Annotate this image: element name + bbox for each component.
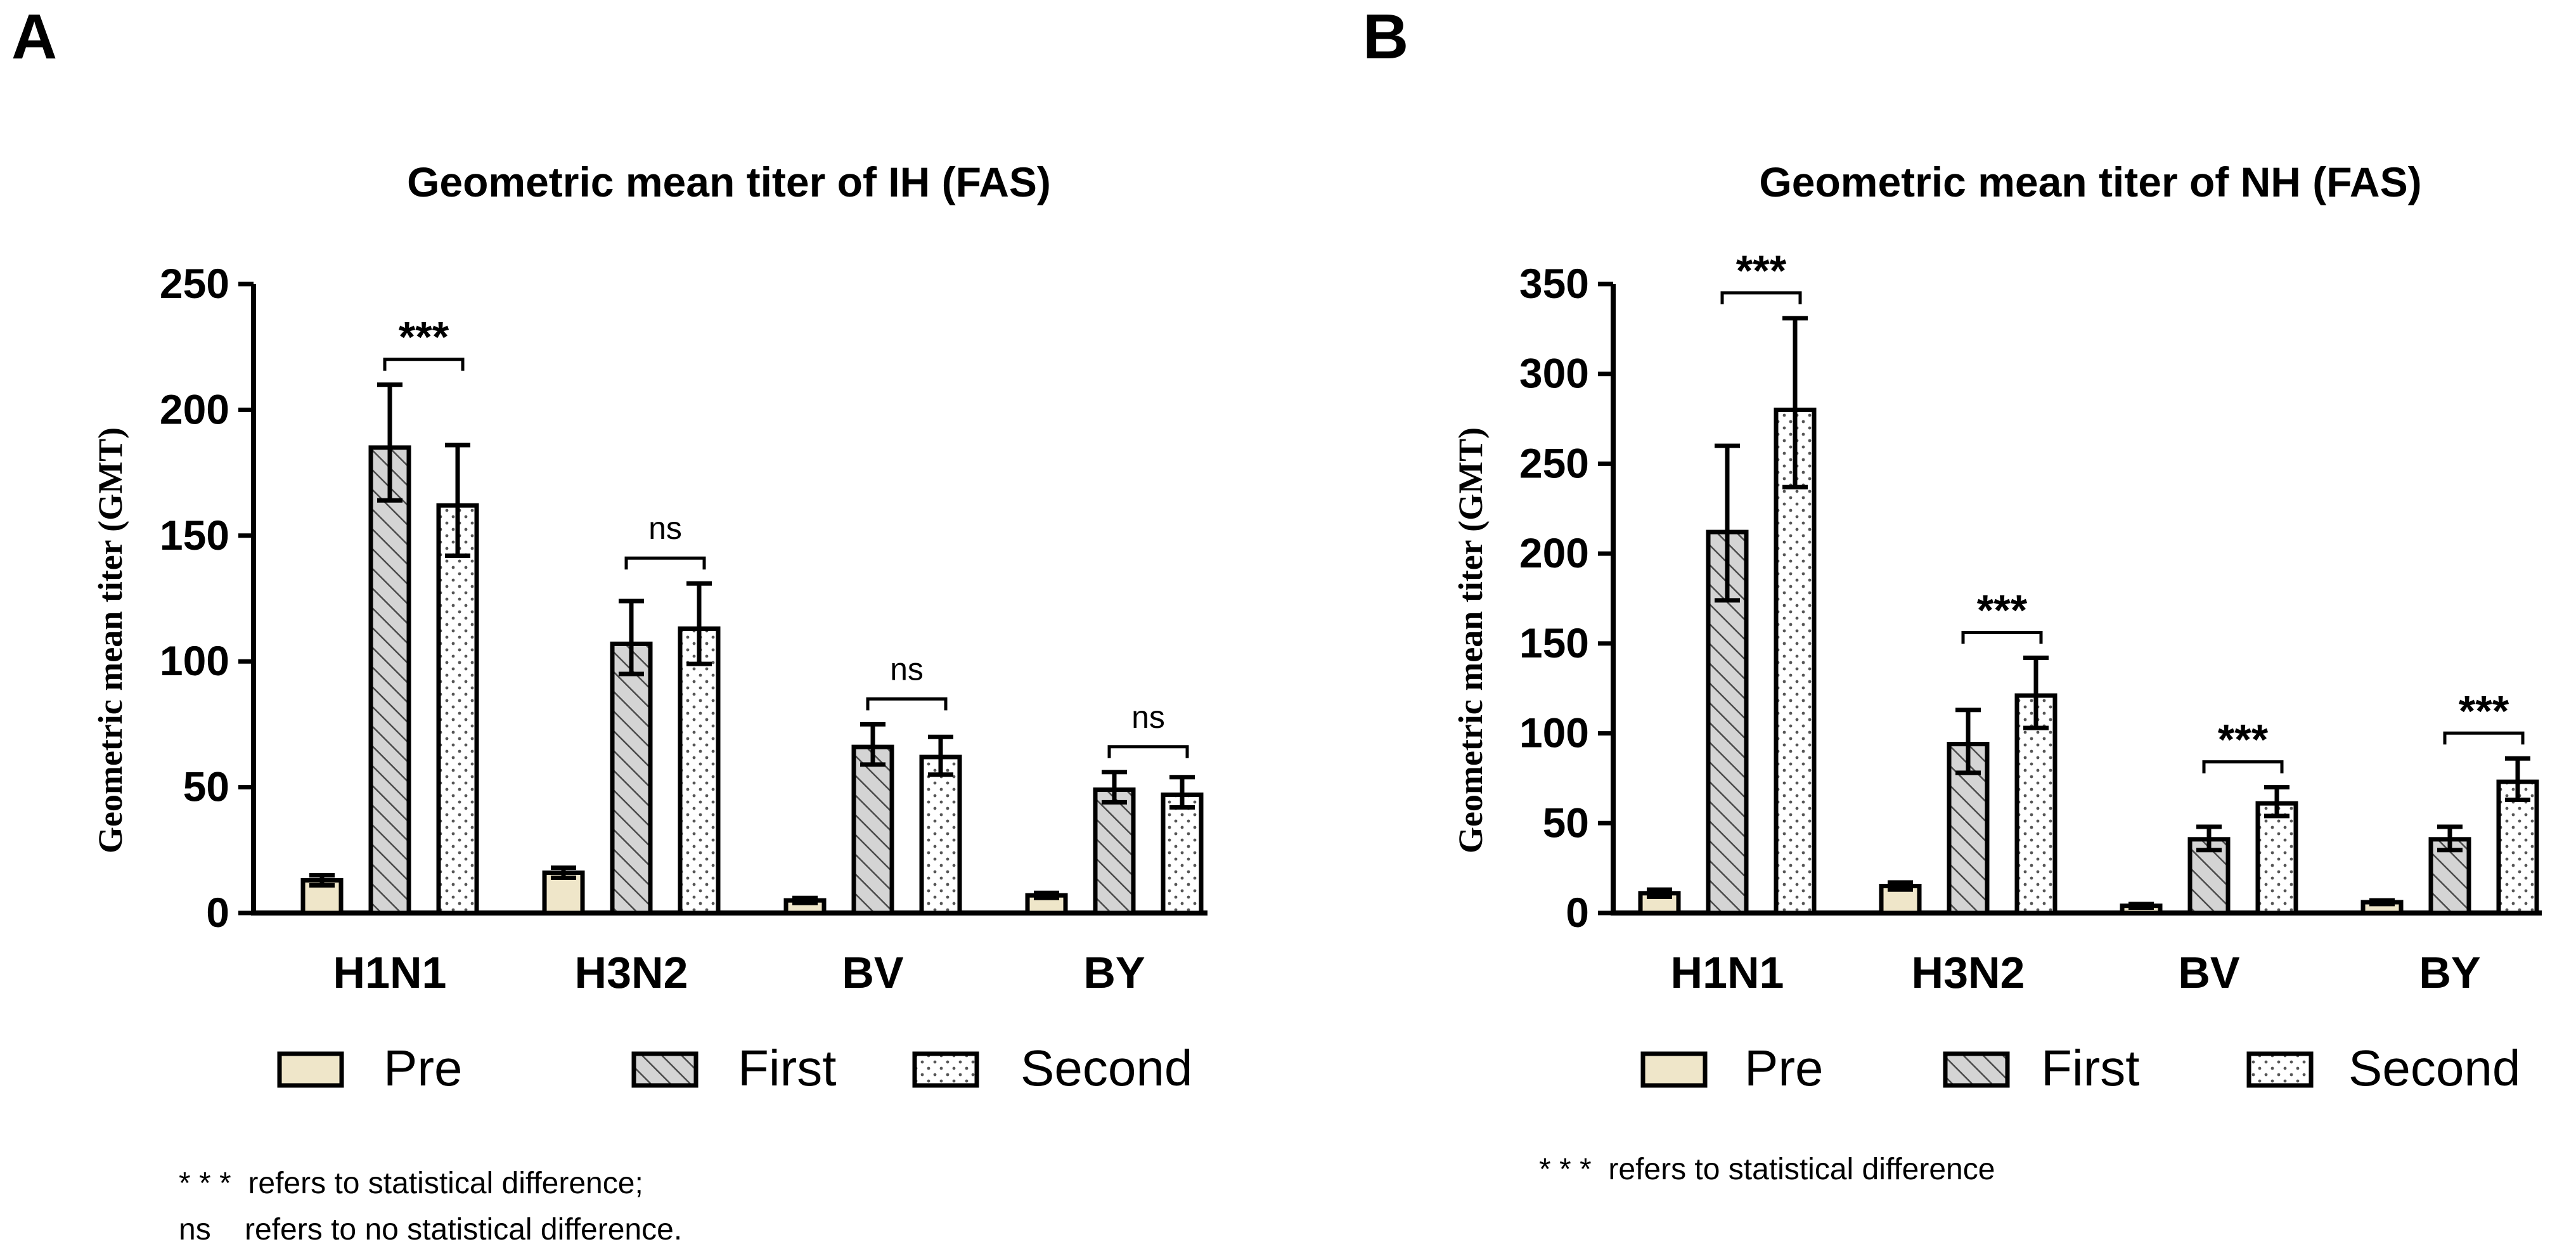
y-axis-label: Geometric mean titer (GMT) <box>91 427 129 853</box>
legend-swatch-second <box>2246 1051 2314 1088</box>
significance-label: *** <box>1736 247 1787 295</box>
error-bars <box>309 382 1195 905</box>
x-axis: H1N1 H3N2 BV BY <box>251 910 1208 997</box>
significance-brackets: *** ns ns ns <box>383 313 1189 758</box>
bars <box>1638 407 2539 916</box>
significance-bracket <box>2202 760 2284 774</box>
legend-label-first: First <box>2041 1040 2140 1096</box>
y-tick-label: 150 <box>1519 619 1589 666</box>
panel-label: A <box>11 1 57 72</box>
y-tick-label: 50 <box>183 763 229 810</box>
significance-label: *** <box>2459 687 2509 735</box>
bar-second <box>919 754 962 916</box>
legend-swatch-first <box>1943 1051 2010 1088</box>
significance-bracket <box>1107 745 1189 758</box>
bar-second <box>2255 801 2298 916</box>
y-tick-label: 100 <box>1519 709 1589 756</box>
significance-bracket <box>2443 731 2525 745</box>
legend-swatch-first <box>631 1051 699 1088</box>
footnote: ns refers to no statistical difference. <box>179 1213 682 1246</box>
panel-a: A Geometric mean titer of IH (FAS) Geome… <box>11 1 1208 1246</box>
y-tick-label: 150 <box>160 512 229 559</box>
x-tick-label: BV <box>842 948 904 997</box>
significance-label: ns <box>648 510 682 546</box>
significance-label: *** <box>1977 586 2028 635</box>
y-axis: 0 50 100 150 200 250 300 350 <box>1519 260 1616 936</box>
significance-bracket <box>624 556 706 570</box>
error-bars <box>1647 316 2530 910</box>
y-tick-label: 200 <box>1519 529 1589 576</box>
panel-label: B <box>1363 1 1408 72</box>
legend: Pre First Second <box>1640 1040 2520 1096</box>
legend-swatch-pre <box>277 1051 344 1088</box>
significance-bracket <box>866 697 948 711</box>
bar-second <box>1161 793 1204 916</box>
y-tick-label: 250 <box>1519 439 1589 486</box>
significance-label: ns <box>1131 699 1165 735</box>
footnote: * * * refers to statistical difference; <box>179 1167 643 1200</box>
legend-label-pre: Pre <box>383 1040 463 1096</box>
bar-second <box>2014 693 2058 916</box>
significance-label: *** <box>2218 716 2269 764</box>
legend-label-first: First <box>738 1040 837 1096</box>
x-tick-label: BV <box>2178 948 2240 997</box>
bar-first <box>851 744 894 916</box>
significance-label: *** <box>399 313 449 361</box>
legend-label-pre: Pre <box>1744 1040 1824 1096</box>
x-tick-label: H1N1 <box>333 948 447 997</box>
significance-bracket <box>383 358 465 371</box>
footnote: * * * refers to statistical difference <box>1539 1153 1995 1186</box>
x-tick-label: BY <box>2419 948 2480 997</box>
x-tick-label: BY <box>1083 948 1145 997</box>
x-tick-label: H3N2 <box>1912 948 2025 997</box>
y-tick-label: 250 <box>160 260 229 307</box>
legend: Pre First Second <box>277 1040 1192 1096</box>
significance-label: ns <box>890 651 924 687</box>
x-tick-label: H1N1 <box>1671 948 1784 997</box>
y-axis-label: Geometric mean titer (GMT) <box>1452 427 1490 853</box>
legend-label-second: Second <box>2348 1040 2520 1096</box>
significance-brackets: *** *** *** *** <box>1720 247 2525 774</box>
bars <box>300 445 1204 916</box>
y-tick-label: 300 <box>1519 350 1589 397</box>
y-tick-label: 50 <box>1543 799 1589 846</box>
y-axis: 0 50 100 150 200 250 <box>160 260 256 936</box>
x-tick-label: H3N2 <box>575 948 688 997</box>
legend-label-second: Second <box>1021 1040 1192 1096</box>
bar-second <box>436 503 479 916</box>
legend-swatch-pre <box>1640 1051 1708 1088</box>
y-tick-label: 350 <box>1519 260 1589 307</box>
significance-bracket <box>1720 291 1802 304</box>
chart-title: Geometric mean titer of IH (FAS) <box>407 159 1051 205</box>
y-tick-label: 200 <box>160 385 229 432</box>
bar-first <box>1093 787 1136 916</box>
bar-second <box>678 626 721 916</box>
y-tick-label: 0 <box>1566 889 1589 936</box>
y-tick-label: 0 <box>206 889 229 936</box>
x-axis: H1N1 H3N2 BV BY <box>1611 910 2542 997</box>
bar-first <box>368 445 411 916</box>
panel-b: B Geometric mean titer of NH (FAS) Geome… <box>1363 1 2542 1186</box>
bar-second <box>2496 779 2539 916</box>
chart-title: Geometric mean titer of NH (FAS) <box>1759 159 2421 205</box>
significance-bracket <box>1961 631 2043 644</box>
bar-first <box>610 641 653 916</box>
y-tick-label: 100 <box>160 637 229 684</box>
legend-swatch-second <box>912 1051 979 1088</box>
